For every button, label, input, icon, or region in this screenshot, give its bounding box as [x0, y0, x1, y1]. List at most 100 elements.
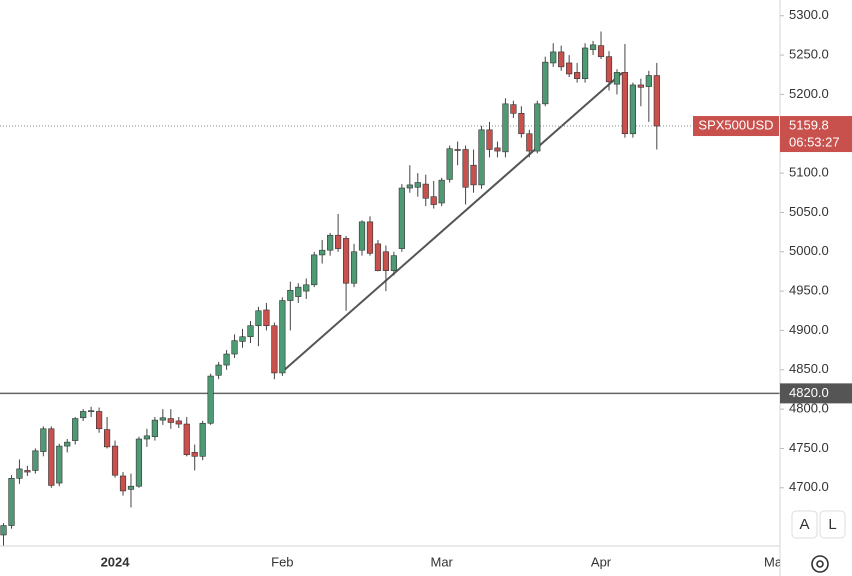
candle-body: [199, 422, 206, 457]
candle-body: [430, 196, 437, 205]
scale-button[interactable]: [791, 510, 818, 539]
candle-body: [207, 375, 214, 424]
candle-body: [295, 286, 302, 297]
candle-body: [342, 238, 350, 284]
scale-button-label[interactable]: A: [799, 516, 809, 533]
candle-body: [223, 353, 230, 366]
y-tick-label: 5000.0: [789, 243, 829, 258]
y-tick-label: 4700.0: [789, 479, 829, 494]
x-tick-label: 2024: [101, 554, 131, 569]
candle-body: [80, 411, 87, 419]
candle-body: [574, 72, 581, 79]
candle-body: [215, 364, 222, 376]
candle-body: [127, 485, 135, 490]
candle-body: [366, 221, 374, 254]
x-tick-label: May: [764, 554, 789, 569]
candle-body: [183, 423, 190, 456]
candle-body: [247, 325, 254, 338]
candle-body: [191, 452, 198, 457]
x-tick-group: 2024: [101, 554, 131, 569]
candle-body: [613, 72, 621, 85]
candle-body: [534, 103, 541, 152]
y-tick-label: 4900.0: [789, 322, 829, 337]
scale-button-label[interactable]: L: [828, 516, 836, 533]
candle-body: [319, 249, 326, 256]
candle-body: [398, 187, 405, 249]
candle-body: [279, 300, 286, 374]
candle-body: [263, 309, 270, 327]
candle-body: [64, 441, 71, 447]
candle-body: [119, 475, 127, 492]
candle-body: [335, 234, 342, 249]
candle-body: [167, 418, 174, 423]
plot-area: [0, 31, 780, 546]
candle-body: [358, 221, 366, 251]
candle-body: [103, 429, 111, 448]
candle-body: [16, 468, 23, 479]
candle-body: [414, 182, 421, 188]
candle-body: [486, 129, 493, 150]
candle-body: [32, 450, 39, 471]
candle-body: [478, 129, 485, 186]
candle-body: [143, 435, 151, 440]
candle-body: [653, 75, 660, 127]
candle-body: [446, 148, 453, 180]
y-tick-label: 5050.0: [789, 204, 829, 219]
y-tick-label: 5300.0: [789, 7, 829, 22]
candle-body: [287, 290, 294, 301]
candle-body: [605, 56, 613, 83]
symbol-tag: [693, 116, 779, 137]
horizontal-line-tag: [780, 383, 852, 404]
candle-body: [159, 417, 166, 421]
candle-body: [271, 325, 278, 374]
scale-button[interactable]: [819, 510, 846, 539]
countdown-label: 06:53:27: [789, 134, 840, 149]
price-label: 5159.8: [789, 117, 829, 132]
x-tick-group: Mar: [430, 554, 453, 569]
y-tick-label: 5100.0: [789, 165, 829, 180]
candle-body: [542, 61, 549, 105]
candle-body: [494, 147, 501, 152]
candle-body: [48, 428, 55, 486]
candle-body: [24, 470, 31, 473]
candle-body: [621, 72, 629, 135]
candle-body: [518, 112, 525, 135]
y-tick-label: 5250.0: [789, 47, 829, 62]
candle-body: [637, 84, 644, 88]
candle-body: [438, 179, 445, 204]
candle-body: [422, 183, 429, 199]
candle-body: [645, 75, 652, 87]
x-tick-group: Feb: [271, 554, 293, 569]
candle-body: [566, 62, 573, 75]
symbol-label: SPX500USD: [698, 117, 773, 132]
candle-body: [597, 45, 605, 57]
price-tag: [780, 116, 852, 153]
y-tick-label: 4750.0: [789, 440, 829, 455]
candle-body: [589, 44, 597, 50]
candle-body: [72, 418, 79, 441]
candle-body: [406, 184, 413, 189]
candle-body: [350, 251, 358, 284]
candle-body: [390, 255, 397, 271]
candle-body: [526, 133, 533, 152]
candle-body: [629, 84, 636, 135]
candle-body: [550, 51, 557, 64]
candle-body: [111, 445, 119, 476]
x-tick-label: Mar: [430, 554, 453, 569]
candle-body: [255, 310, 262, 327]
candle-body: [454, 149, 461, 151]
y-tick-label: 5200.0: [789, 86, 829, 101]
candle-body: [462, 149, 469, 188]
x-tick-group: Apr: [591, 554, 612, 569]
candle-body: [327, 234, 334, 251]
candle-body: [581, 47, 589, 79]
candle-body: [56, 445, 63, 484]
settings-icon[interactable]: [811, 555, 829, 573]
candle-body: [382, 251, 390, 271]
candle-body: [374, 243, 382, 271]
horizontal-line-label: 4820.0: [789, 385, 829, 400]
candle-body: [88, 410, 95, 412]
candle-body: [558, 51, 565, 68]
